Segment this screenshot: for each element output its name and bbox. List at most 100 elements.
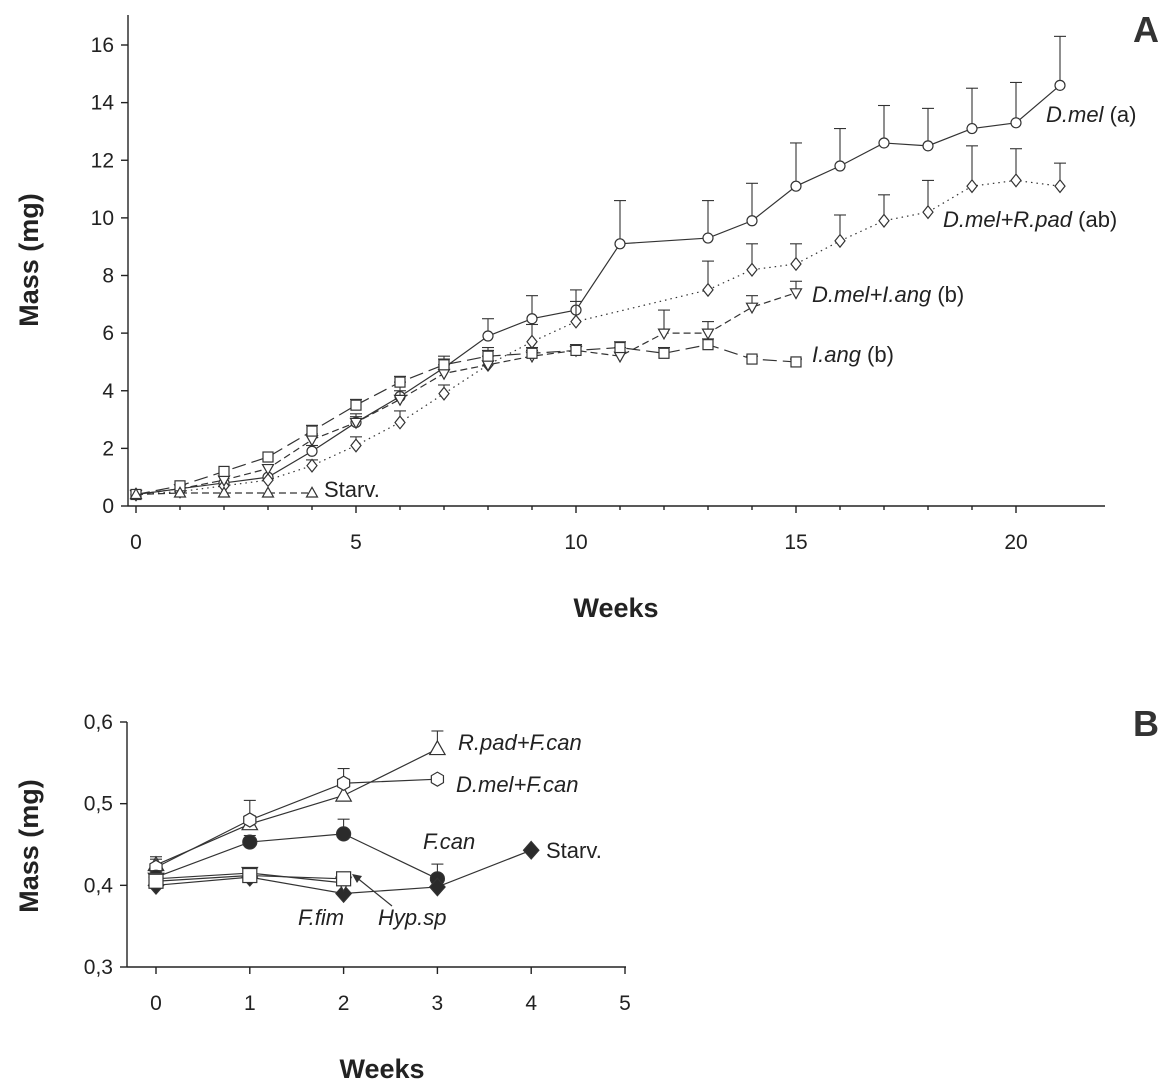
series-label: F.can (423, 829, 475, 854)
series-label: D.mel+R.pad (ab) (943, 207, 1117, 232)
series-label-name: F.can (423, 829, 475, 854)
data-point (834, 233, 846, 249)
data-point (613, 351, 627, 364)
data-point (437, 368, 451, 381)
x-tick-label: 5 (619, 992, 631, 1015)
data-point (657, 328, 671, 341)
series-label-name: F.fim (298, 905, 344, 930)
series-label-name: D.mel+R.pad (943, 207, 1073, 232)
x-tick-label: 2 (338, 992, 350, 1015)
data-point (522, 840, 540, 860)
panel-b-letter: B (1133, 703, 1159, 744)
data-point (658, 347, 670, 359)
data-point (438, 359, 450, 371)
data-point (526, 313, 538, 325)
data-point (746, 262, 758, 277)
data-point (336, 871, 352, 887)
y-tick-label: 0 (102, 495, 114, 518)
panel-a-letter: A (1133, 9, 1159, 50)
data-point (306, 445, 318, 457)
panel-a-series (129, 35, 1066, 502)
x-tick-label: 4 (525, 992, 537, 1015)
panel-a-y-ticks: 0 2 4 6 8 10 12 14 16 (91, 34, 128, 518)
series-starv- (129, 486, 319, 500)
y-tick-label: 4 (102, 380, 114, 403)
data-point (1010, 117, 1022, 129)
data-point (334, 786, 353, 802)
data-point (430, 771, 445, 787)
series-label: Hyp.sp (378, 905, 446, 930)
data-point (218, 465, 230, 478)
data-point (790, 180, 802, 192)
data-point (305, 486, 319, 498)
x-tick-label: 1 (244, 992, 256, 1015)
y-tick-label: 2 (102, 437, 114, 460)
data-point (394, 376, 406, 388)
data-point (261, 463, 275, 476)
data-point (878, 137, 890, 149)
data-point (349, 417, 363, 430)
series-label: I.ang (b) (812, 342, 894, 367)
y-tick-label: 0,5 (84, 793, 113, 816)
y-tick-label: 8 (102, 265, 114, 288)
series-hyp-sp (148, 867, 352, 889)
data-point (336, 775, 351, 791)
panel-a-x-label: Weeks (573, 593, 658, 623)
data-point (393, 394, 407, 407)
hyp-sp-pointer-arrowhead (352, 874, 362, 883)
data-point (614, 341, 626, 354)
hyp-sp-pointer-line (355, 876, 393, 907)
data-point (262, 451, 274, 463)
y-tick-label: 16 (91, 34, 114, 57)
panel-b-chart: B 0,3 0,4 0,5 0,6 0 1 2 3 4 5 Weeks Mass (mg) (14, 703, 1159, 1084)
data-point (335, 883, 353, 904)
series-line (135, 179, 1061, 496)
data-point (243, 812, 257, 828)
series-line (155, 748, 438, 866)
panel-b-series (147, 730, 540, 904)
data-point (789, 288, 803, 300)
data-point (350, 399, 362, 411)
data-point (922, 140, 934, 152)
series-label: D.mel+I.ang (b) (812, 282, 964, 307)
x-tick-label: 15 (784, 531, 807, 554)
series-label-suffix: (ab) (1072, 207, 1117, 232)
data-point (148, 873, 164, 889)
data-point (966, 178, 978, 194)
data-point (428, 739, 447, 756)
data-point (922, 204, 934, 220)
y-tick-label: 14 (91, 92, 115, 115)
data-point (482, 350, 494, 362)
series-label-name: Starv. (546, 838, 602, 863)
data-point (966, 122, 978, 135)
data-point (350, 438, 362, 453)
data-point (790, 256, 802, 272)
x-tick-label: 3 (432, 992, 444, 1015)
y-tick-label: 0,4 (84, 874, 114, 897)
data-point (1054, 79, 1066, 91)
data-point (746, 215, 758, 227)
data-point (702, 282, 714, 298)
data-point (702, 232, 714, 244)
series-f-can (148, 818, 445, 887)
series-d-mel (130, 35, 1066, 501)
data-point (242, 867, 258, 884)
data-point (878, 213, 890, 228)
series-label-name: D.mel+F.can (456, 772, 578, 797)
data-point (702, 339, 714, 351)
series-label: D.mel (a) (1046, 102, 1136, 127)
series-d-mel-i-ang (129, 280, 803, 502)
panel-a-x-ticks: 0 5 10 15 20 (130, 506, 1028, 554)
data-point (438, 386, 450, 401)
series-r-pad-f-can (147, 730, 447, 872)
series-line (155, 778, 438, 868)
data-point (526, 347, 538, 359)
y-tick-label: 6 (102, 322, 114, 345)
data-point (305, 435, 319, 447)
x-tick-label: 10 (564, 531, 587, 554)
data-point (336, 826, 352, 842)
data-point (570, 314, 582, 329)
panel-b-x-label: Weeks (339, 1054, 424, 1084)
x-tick-label: 20 (1004, 531, 1027, 554)
